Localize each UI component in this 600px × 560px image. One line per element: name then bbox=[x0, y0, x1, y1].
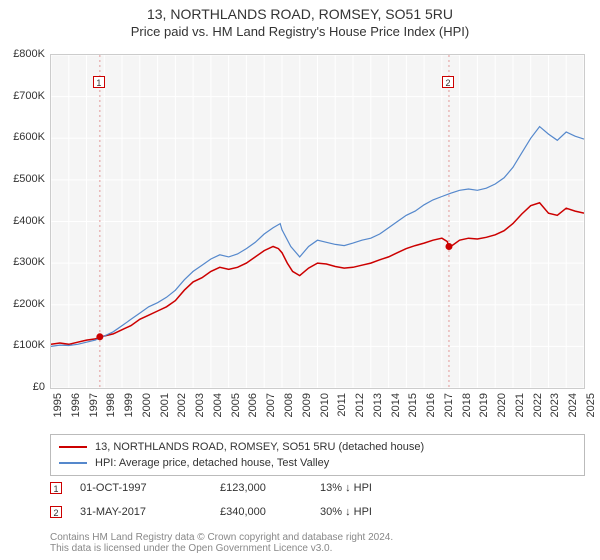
x-tick-label: 1997 bbox=[88, 393, 100, 428]
y-tick-label: £300K bbox=[0, 256, 45, 268]
x-tick-label: 2023 bbox=[549, 393, 561, 428]
credits-line: This data is licensed under the Open Gov… bbox=[50, 543, 585, 554]
y-tick-label: £800K bbox=[0, 48, 45, 60]
y-tick-label: £0 bbox=[0, 381, 45, 393]
x-tick-label: 1998 bbox=[105, 393, 117, 428]
x-tick-label: 2015 bbox=[407, 393, 419, 428]
sale-row: 1 01-OCT-1997 £123,000 13% ↓ HPI bbox=[50, 482, 585, 494]
x-tick-label: 2012 bbox=[354, 393, 366, 428]
sale-badge: 2 bbox=[50, 506, 62, 518]
credits-line: Contains HM Land Registry data © Crown c… bbox=[50, 532, 585, 543]
x-tick-label: 2001 bbox=[159, 393, 171, 428]
legend-item: HPI: Average price, detached house, Test… bbox=[59, 455, 576, 471]
sale-date: 01-OCT-1997 bbox=[80, 482, 220, 494]
x-tick-label: 2013 bbox=[372, 393, 384, 428]
legend-label: 13, NORTHLANDS ROAD, ROMSEY, SO51 5RU (d… bbox=[95, 441, 424, 453]
x-tick-label: 2003 bbox=[194, 393, 206, 428]
y-tick-label: £400K bbox=[0, 215, 45, 227]
x-tick-label: 2009 bbox=[301, 393, 313, 428]
x-tick-label: 2000 bbox=[141, 393, 153, 428]
x-tick-label: 2004 bbox=[212, 393, 224, 428]
y-tick-label: £700K bbox=[0, 90, 45, 102]
x-tick-label: 2017 bbox=[443, 393, 455, 428]
x-tick-label: 2018 bbox=[461, 393, 473, 428]
x-tick-label: 2021 bbox=[514, 393, 526, 428]
x-tick-label: 2007 bbox=[265, 393, 277, 428]
y-tick-label: £100K bbox=[0, 339, 45, 351]
sale-diff: 13% ↓ HPI bbox=[320, 482, 440, 494]
plot-area: 12 bbox=[50, 54, 585, 389]
x-tick-label: 1995 bbox=[52, 393, 64, 428]
x-tick-label: 2008 bbox=[283, 393, 295, 428]
sale-badge: 1 bbox=[50, 482, 62, 494]
x-tick-label: 2005 bbox=[230, 393, 242, 428]
y-tick-label: £600K bbox=[0, 131, 45, 143]
x-tick-label: 1999 bbox=[123, 393, 135, 428]
x-tick-label: 2002 bbox=[176, 393, 188, 428]
chart-title: 13, NORTHLANDS ROAD, ROMSEY, SO51 5RU bbox=[0, 6, 600, 22]
legend: 13, NORTHLANDS ROAD, ROMSEY, SO51 5RU (d… bbox=[50, 434, 585, 476]
x-tick-label: 2024 bbox=[567, 393, 579, 428]
x-tick-label: 1996 bbox=[70, 393, 82, 428]
chart-subtitle: Price paid vs. HM Land Registry's House … bbox=[0, 24, 600, 39]
legend-swatch bbox=[59, 462, 87, 464]
x-tick-label: 2019 bbox=[478, 393, 490, 428]
sale-price: £123,000 bbox=[220, 482, 320, 494]
legend-swatch bbox=[59, 446, 87, 448]
y-tick-label: £500K bbox=[0, 173, 45, 185]
x-tick-label: 2020 bbox=[496, 393, 508, 428]
x-tick-label: 2011 bbox=[336, 393, 348, 428]
x-tick-label: 2025 bbox=[585, 393, 597, 428]
x-tick-label: 2016 bbox=[425, 393, 437, 428]
marker-badge: 1 bbox=[93, 76, 105, 88]
chart-container: 13, NORTHLANDS ROAD, ROMSEY, SO51 5RU Pr… bbox=[0, 6, 600, 560]
x-tick-label: 2022 bbox=[532, 393, 544, 428]
legend-label: HPI: Average price, detached house, Test… bbox=[95, 457, 329, 469]
credits: Contains HM Land Registry data © Crown c… bbox=[50, 532, 585, 554]
marker-badge: 2 bbox=[442, 76, 454, 88]
x-tick-label: 2006 bbox=[247, 393, 259, 428]
y-tick-label: £200K bbox=[0, 298, 45, 310]
legend-item: 13, NORTHLANDS ROAD, ROMSEY, SO51 5RU (d… bbox=[59, 439, 576, 455]
x-tick-label: 2014 bbox=[390, 393, 402, 428]
sale-date: 31-MAY-2017 bbox=[80, 506, 220, 518]
sale-row: 2 31-MAY-2017 £340,000 30% ↓ HPI bbox=[50, 506, 585, 518]
sale-diff: 30% ↓ HPI bbox=[320, 506, 440, 518]
chart-svg bbox=[51, 55, 584, 388]
sale-price: £340,000 bbox=[220, 506, 320, 518]
x-tick-label: 2010 bbox=[319, 393, 331, 428]
